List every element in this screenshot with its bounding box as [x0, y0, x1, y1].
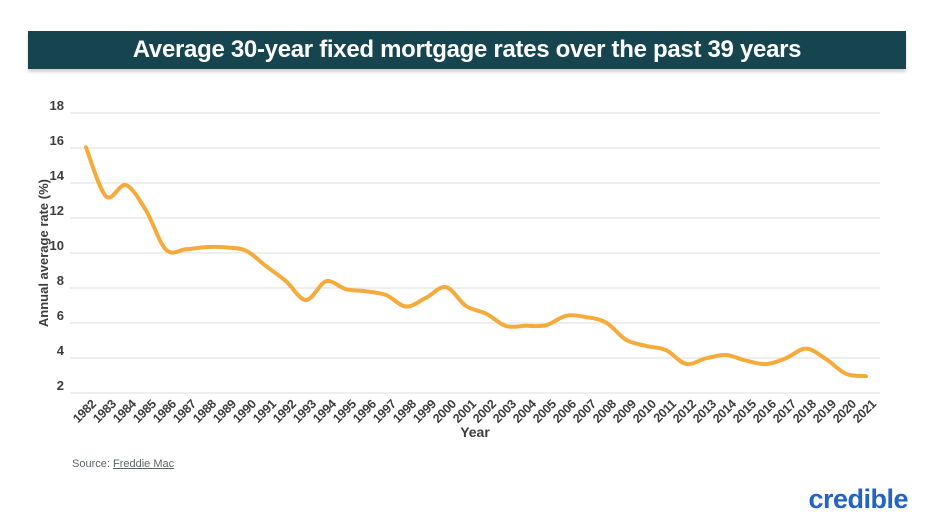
y-tick-label: 2 — [56, 378, 64, 393]
y-tick-label: 18 — [49, 98, 64, 113]
x-axis-title: Year — [460, 424, 490, 440]
source-link[interactable]: Freddie Mac — [112, 458, 175, 470]
chart-title-banner: Average 30-year fixed mortgage rates ove… — [28, 31, 906, 69]
rate-line — [84, 145, 868, 379]
y-tick-label: 14 — [49, 168, 64, 183]
y-tick-label: 8 — [56, 273, 64, 288]
credible-logo[interactable]: credible — [808, 484, 908, 514]
y-tick-label: 16 — [49, 133, 64, 148]
chart-title: Average 30-year fixed mortgage rates ove… — [132, 36, 802, 63]
y-tick-label: 6 — [56, 308, 64, 323]
source-note: Source: Freddie Mac — [72, 458, 174, 470]
mortgage-rate-chart — [70, 112, 880, 394]
y-tick-label: 4 — [56, 343, 64, 358]
y-tick-label: 12 — [49, 203, 64, 218]
source-label: Source: — [72, 458, 110, 470]
y-tick-label: 10 — [49, 238, 64, 253]
